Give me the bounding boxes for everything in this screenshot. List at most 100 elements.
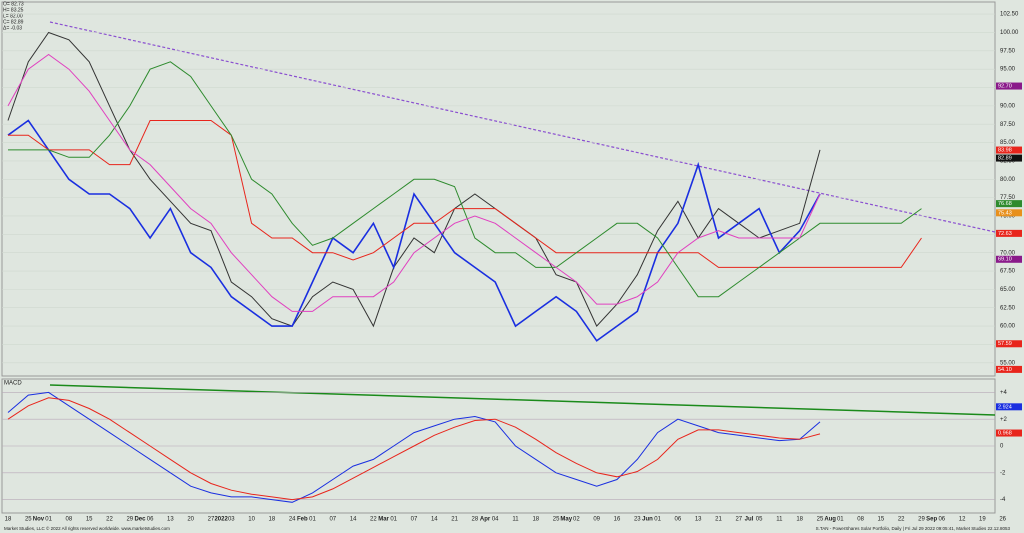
price-label: 57.59 (998, 341, 1012, 347)
x-tick-label: 01 (837, 517, 844, 523)
footer-right: S.TAN - PowerShares Solar Portfolio, Dai… (816, 526, 1011, 531)
y-tick-label: 65.00 (1000, 287, 1016, 293)
x-tick-label: 21 (715, 517, 722, 523)
month-label: Apr (480, 517, 491, 523)
x-tick-label: 06 (147, 517, 154, 523)
y-tick-label: -4 (1000, 497, 1006, 503)
series-line (7, 31, 821, 328)
panel-title: MACD (4, 381, 22, 387)
x-tick-label: 08 (66, 517, 73, 523)
x-tick-label: 18 (5, 517, 12, 523)
x-tick-label: 28 (472, 517, 479, 523)
x-tick-label: 29 (126, 517, 133, 523)
x-tick-label: 10 (248, 517, 255, 523)
month-label: 2022 (214, 517, 228, 523)
series-line (7, 53, 821, 312)
x-tick-label: 27 (735, 517, 742, 523)
price-box (996, 154, 1022, 162)
y-tick-label: +4 (1000, 390, 1008, 396)
price-box (996, 365, 1022, 373)
x-tick-label: 15 (878, 517, 885, 523)
x-tick-label: 14 (431, 517, 438, 523)
price-box (996, 403, 1022, 411)
y-tick-label: 100.00 (1000, 30, 1019, 36)
x-tick-label: 06 (938, 517, 945, 523)
price-box (996, 255, 1022, 263)
price-box (996, 429, 1022, 437)
price-box (996, 229, 1022, 237)
x-tick-label: 01 (654, 517, 661, 523)
y-tick-label: 75.00 (1000, 214, 1016, 220)
month-label: Jun (642, 517, 653, 523)
x-tick-label: 22 (898, 517, 905, 523)
x-tick-label: 27 (208, 517, 215, 523)
y-tick-label: 85.00 (1000, 140, 1016, 146)
ohlc-text: L= 82.00 (3, 13, 23, 19)
price-label: 72.63 (998, 231, 1012, 237)
price-label: 83.98 (998, 148, 1012, 154)
y-tick-label: 87.50 (1000, 122, 1016, 128)
macd-trendline (49, 384, 996, 416)
x-tick-label: 15 (86, 517, 93, 523)
month-label: Nov (33, 517, 45, 523)
y-tick-label: 67.50 (1000, 269, 1016, 275)
x-tick-label: 11 (776, 517, 783, 523)
x-tick-label: 25 (817, 517, 824, 523)
ohlc-text: O= 82.73 (3, 1, 24, 7)
y-tick-label: 70.00 (1000, 250, 1016, 256)
month-label: Dec (134, 517, 146, 523)
price-label: 82.89 (998, 156, 1012, 162)
x-tick-label: 20 (187, 517, 194, 523)
x-tick-label: 25 (25, 517, 32, 523)
series-line (8, 120, 922, 268)
price-box (996, 340, 1022, 348)
month-label: Aug (824, 517, 836, 523)
x-tick-label: 01 (309, 517, 316, 523)
x-tick-label: 12 (959, 517, 966, 523)
month-label: Jul (745, 517, 754, 523)
price-box (996, 146, 1022, 154)
y-tick-label: 80.00 (1000, 177, 1016, 183)
footer-left: Market Studies, LLC © 2022 All rights re… (4, 525, 170, 531)
x-tick-label: 13 (167, 517, 174, 523)
x-tick-label: 29 (918, 517, 925, 523)
series-line (7, 391, 821, 503)
x-tick-label: 06 (675, 517, 682, 523)
x-tick-label: 21 (451, 517, 458, 523)
price-panel (1, 1, 996, 377)
x-tick-label: 22 (106, 517, 113, 523)
y-tick-label: 77.50 (1000, 195, 1016, 201)
x-tick-label: 02 (573, 517, 580, 523)
x-tick-label: 11 (512, 517, 519, 523)
y-tick-label: 62.50 (1000, 305, 1016, 311)
x-tick-label: 18 (269, 517, 276, 523)
y-tick-label: 90.00 (1000, 103, 1016, 109)
x-tick-label: 05 (756, 517, 763, 523)
price-label: 76.68 (998, 201, 1012, 207)
y-tick-label: 97.50 (1000, 48, 1016, 54)
x-tick-label: 16 (614, 517, 621, 523)
series-line (8, 61, 922, 298)
x-tick-label: 14 (350, 517, 357, 523)
series-line (7, 397, 821, 501)
month-label: Feb (297, 517, 308, 523)
month-label: Sep (926, 517, 937, 523)
x-tick-label: 08 (857, 517, 864, 523)
ohlc-text: C= 82.89 (3, 19, 24, 25)
series-line (7, 119, 821, 342)
x-tick-label: 03 (228, 517, 235, 523)
price-box (996, 209, 1022, 217)
x-tick-label: 22 (370, 517, 377, 523)
y-tick-label: 102.50 (1000, 12, 1019, 18)
y-tick-label: 0 (1000, 444, 1004, 450)
price-label: 75.43 (998, 210, 1012, 216)
x-tick-label: 07 (329, 517, 336, 523)
y-tick-label: 95.00 (1000, 67, 1016, 73)
y-tick-label: 55.00 (1000, 360, 1016, 366)
month-label: May (560, 517, 572, 523)
ohlc-text: H= 83.25 (3, 7, 24, 13)
x-tick-label: 18 (796, 517, 803, 523)
x-tick-label: 01 (45, 517, 52, 523)
trendline (49, 21, 996, 233)
